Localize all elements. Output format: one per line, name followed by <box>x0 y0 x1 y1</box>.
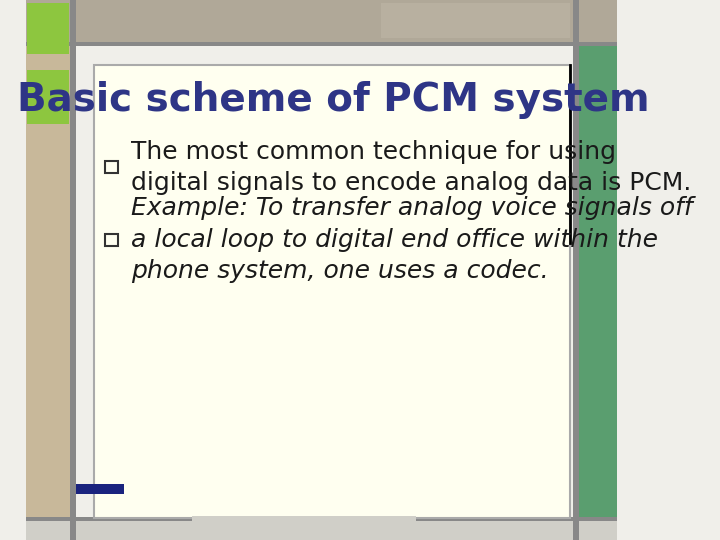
FancyBboxPatch shape <box>26 0 76 540</box>
Text: Basic scheme of PCM system: Basic scheme of PCM system <box>17 81 649 119</box>
FancyBboxPatch shape <box>381 3 570 38</box>
Text: Example: To transfer analog voice signals off
a local loop to digital end office: Example: To transfer analog voice signal… <box>131 196 693 284</box>
FancyBboxPatch shape <box>192 516 416 540</box>
FancyBboxPatch shape <box>26 0 617 43</box>
FancyBboxPatch shape <box>572 0 617 540</box>
FancyBboxPatch shape <box>27 3 68 54</box>
Text: The most common technique for using
digital signals to encode analog data is PCM: The most common technique for using digi… <box>131 140 692 195</box>
FancyBboxPatch shape <box>104 161 118 173</box>
FancyBboxPatch shape <box>27 70 68 124</box>
FancyBboxPatch shape <box>26 518 617 540</box>
FancyBboxPatch shape <box>94 65 570 518</box>
FancyBboxPatch shape <box>26 42 617 46</box>
FancyBboxPatch shape <box>71 0 76 540</box>
FancyBboxPatch shape <box>104 234 118 246</box>
FancyBboxPatch shape <box>76 484 124 494</box>
FancyBboxPatch shape <box>572 0 579 540</box>
FancyBboxPatch shape <box>26 517 617 521</box>
